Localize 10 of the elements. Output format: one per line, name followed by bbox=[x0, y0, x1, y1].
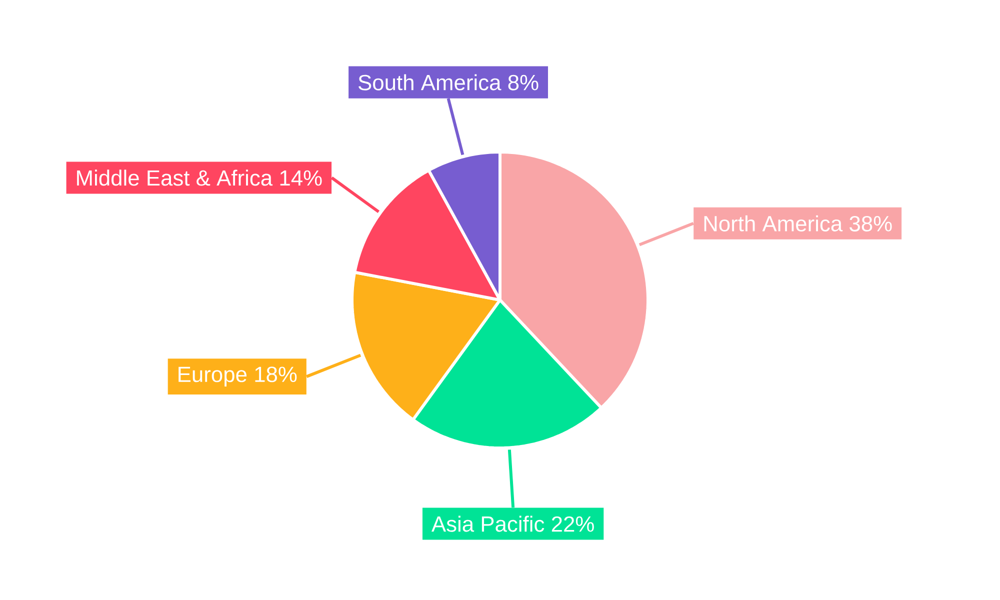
slice-label: Europe bbox=[178, 366, 247, 386]
data-label: 18% bbox=[255, 366, 297, 382]
data-label: 22% bbox=[552, 516, 594, 532]
slice-label: North America bbox=[704, 215, 843, 232]
slice-label: South America bbox=[358, 74, 502, 90]
slice-label: Asia Pacific bbox=[431, 516, 544, 532]
data-label: 14% bbox=[280, 170, 322, 186]
data-label: 38% bbox=[850, 216, 892, 232]
data-label: 8% bbox=[508, 74, 538, 90]
slice-label: Middle East & Africa bbox=[77, 170, 273, 186]
